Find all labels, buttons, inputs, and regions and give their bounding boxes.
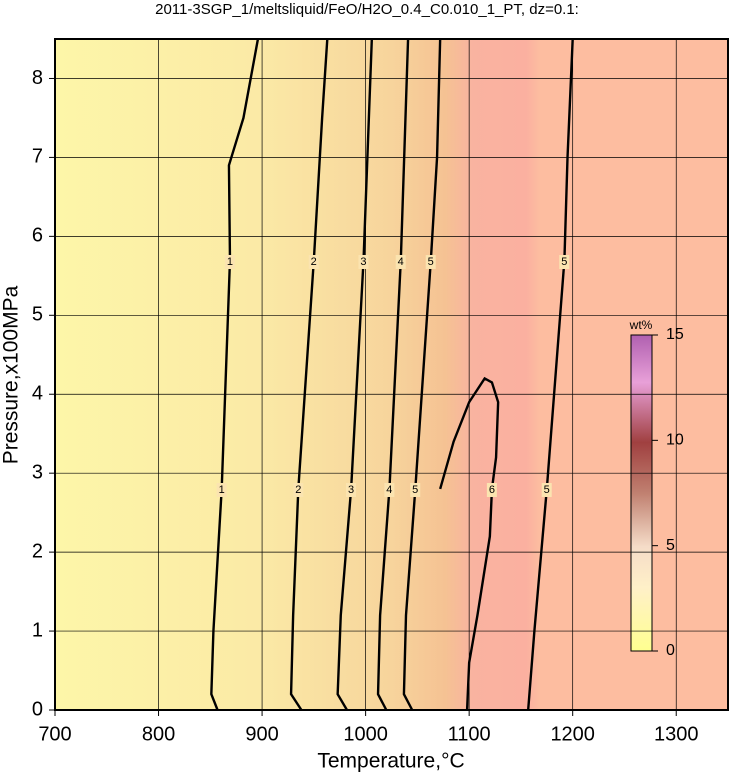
contour-line [439, 376, 500, 711]
contour-label: 5 [412, 484, 418, 496]
y-tick-label: 8 [32, 67, 43, 89]
x-tick-label: 700 [38, 723, 71, 745]
x-tick-label: 800 [142, 723, 175, 745]
contour-label: 3 [360, 256, 366, 268]
contour-label-bg [358, 255, 369, 269]
x-tick-label: 1100 [448, 723, 491, 745]
y-tick-label: 6 [32, 225, 43, 247]
contour-label: 6 [489, 484, 495, 496]
contour-label-bg [425, 255, 436, 269]
contour-line [336, 38, 374, 711]
y-axis-label: Pressure,x100MPa [0, 285, 23, 464]
x-tick-label: 1000 [343, 723, 388, 745]
x-tick-label: 900 [245, 723, 278, 745]
colorbar-tick-label: 0 [666, 642, 675, 659]
y-tick-label: 4 [32, 383, 43, 405]
colorbar-label: wt% [629, 318, 653, 332]
y-tick-label: 1 [32, 619, 43, 641]
contour-label-bg [541, 483, 552, 497]
contour-line [376, 38, 410, 711]
x-axis-label: Temperature,°C [317, 750, 464, 773]
contour-label-bg [293, 483, 304, 497]
x-tick-label: 1200 [550, 723, 595, 745]
y-tick-label: 5 [32, 304, 43, 326]
contour-label: 2 [295, 484, 301, 496]
contour-label-bg [384, 483, 395, 497]
plot-background [55, 39, 728, 710]
contour-label-bg [410, 483, 421, 497]
y-tick-label: 0 [32, 698, 43, 720]
contour-label: 5 [561, 256, 567, 268]
contour-label: 1 [219, 484, 225, 496]
y-tick-label: 7 [32, 146, 43, 168]
contour-label-bg [395, 255, 406, 269]
contour-label-bg [559, 255, 570, 269]
contour-label: 5 [428, 256, 434, 268]
colorbar-tick-label: 15 [666, 326, 684, 343]
contour-label: 1 [227, 256, 233, 268]
x-tick-label: 1300 [654, 723, 699, 745]
contour-label: 3 [348, 484, 354, 496]
contour-label-bg [216, 483, 227, 497]
colorbar-tick-label: 5 [666, 537, 675, 554]
y-tick-label: 3 [32, 461, 43, 483]
colorbar-tick-label: 10 [666, 432, 684, 449]
plot-frame [54, 38, 729, 711]
contour-label-bg [308, 255, 319, 269]
contour-line [526, 38, 574, 711]
contour-label-bg [224, 255, 235, 269]
contour-label-bg [486, 483, 497, 497]
contour-label-bg [346, 483, 357, 497]
contour-label: 4 [398, 256, 404, 268]
contour-label: 4 [386, 484, 392, 496]
chart-title: 2011-3SGP_1/meltsliquid/FeO/H2O_0.4_C0.0… [155, 1, 579, 18]
y-tick-label: 2 [32, 540, 43, 562]
colorbar [630, 334, 653, 652]
contour-line [210, 38, 260, 711]
contour-label: 2 [311, 256, 317, 268]
contour-label: 5 [544, 484, 550, 496]
